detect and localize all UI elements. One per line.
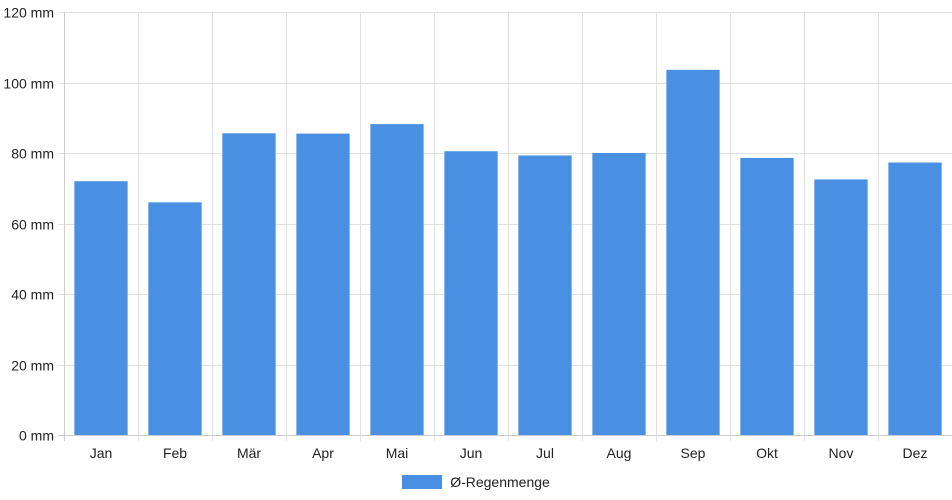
bar [296, 133, 350, 436]
x-tick-label: Mai [386, 445, 409, 461]
x-tick-label: Dez [903, 445, 928, 461]
y-tick-label: 0 mm [19, 428, 54, 444]
x-tick-label: Nov [829, 445, 854, 461]
y-tick-label: 60 mm [11, 217, 54, 233]
bar [666, 69, 720, 435]
x-tick-label: Jan [90, 445, 113, 461]
x-tick-label: Aug [607, 445, 632, 461]
y-tick-label: 100 mm [3, 76, 54, 92]
legend-swatch [402, 475, 443, 489]
bar [740, 157, 794, 435]
legend[interactable]: Ø-Regenmenge [0, 472, 952, 492]
bar [814, 179, 868, 435]
bar [222, 133, 276, 435]
x-tick-label: Mär [237, 445, 261, 461]
x-tick-label: Jun [460, 445, 483, 461]
bar [74, 181, 128, 435]
bar [444, 151, 498, 436]
bar [592, 153, 646, 435]
legend-label: Ø-Regenmenge [450, 474, 550, 490]
bar [148, 202, 202, 435]
x-tick-label: Jul [536, 445, 554, 461]
x-tick-label: Apr [312, 445, 334, 461]
y-tick-label: 40 mm [11, 287, 54, 303]
y-tick-label: 120 mm [3, 5, 54, 21]
bar [370, 124, 424, 435]
y-tick-label: 20 mm [11, 358, 54, 374]
bar [518, 155, 572, 435]
x-tick-label: Feb [163, 445, 187, 461]
y-tick-label: 80 mm [11, 146, 54, 162]
bar [888, 162, 942, 435]
x-tick-label: Okt [756, 445, 778, 461]
x-tick-label: Sep [681, 445, 706, 461]
